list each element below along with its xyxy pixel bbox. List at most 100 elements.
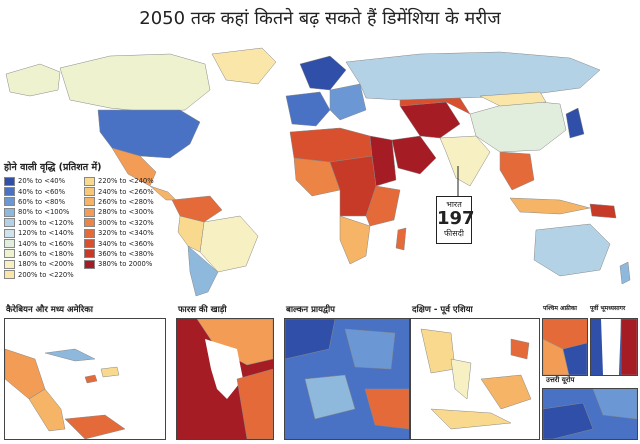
- legend-label: 220% to <240%: [98, 177, 154, 186]
- region-alaska: [5, 63, 61, 97]
- legend-item: 140% to <160%: [4, 238, 80, 249]
- legend-item: 20% to <40%: [4, 176, 80, 186]
- inset-map-north-europe: [542, 388, 638, 440]
- region-madagascar: [395, 227, 407, 251]
- callout-value: 197: [437, 208, 475, 229]
- legend-swatch: [84, 239, 95, 249]
- callout-country: भारत: [446, 200, 462, 209]
- legend-item: 300% to <320%: [84, 218, 160, 228]
- legend-item: 340% to <360%: [84, 238, 160, 249]
- region-argentina-chile: [187, 245, 219, 297]
- region-usa: [97, 109, 201, 159]
- legend: होने वाली वृद्धि (प्रतिशत में) 20% to <4…: [4, 160, 164, 280]
- legend-label: 320% to <340%: [98, 229, 154, 238]
- region-russia: [345, 51, 601, 101]
- region-scandinavia: [299, 55, 347, 91]
- legend-label: 60% to <80%: [18, 197, 66, 206]
- inset-label-caribbean: कैरेबियन और मध्य अमेरिका: [6, 305, 93, 315]
- inset-label-west-africa: पश्चिम अफ्रीका: [543, 305, 577, 312]
- legend-swatch: [4, 176, 15, 186]
- legend-label: 340% to <360%: [98, 239, 154, 248]
- region-central-asia: [399, 97, 471, 115]
- world-map: [0, 40, 640, 298]
- legend-swatch: [84, 197, 95, 207]
- inset-map-caribbean: [4, 318, 166, 440]
- legend-label: 300% to <320%: [98, 218, 154, 227]
- legend-item: 60% to <80%: [4, 197, 80, 207]
- region-china: [469, 99, 567, 153]
- legend-swatch: [84, 176, 95, 186]
- legend-item: 160% to <180%: [4, 249, 80, 259]
- legend-label: 40% to <60%: [18, 187, 66, 196]
- legend-item: 40% to <60%: [4, 186, 80, 197]
- region-eastern-europe: [329, 83, 367, 121]
- region-southern-africa: [339, 215, 371, 265]
- legend-item: 120% to <140%: [4, 228, 80, 238]
- map-title: 2050 तक कहां कितने बढ़ सकते हैं डिमेंशिय…: [139, 8, 501, 29]
- legend-label: 80% to <100%: [18, 208, 70, 217]
- region-colombia-venezuela: [171, 195, 223, 223]
- india-callout: भारत 197 फीसदी: [436, 196, 475, 244]
- legend-label: 120% to <140%: [18, 229, 74, 238]
- legend-column-right: 220% to <240% 240% to <260% 260% to <280% 2…: [84, 176, 160, 280]
- callout-unit: फीसदी: [444, 229, 464, 238]
- inset-map-west-africa: [542, 318, 588, 376]
- inset-map-southeast-asia: [410, 318, 540, 440]
- region-greenland: [211, 47, 277, 85]
- legend-label: 200% to <220%: [18, 270, 74, 279]
- legend-swatch: [84, 207, 95, 217]
- legend-item: 100% to <120%: [4, 218, 80, 228]
- region-egypt-sudan: [369, 135, 397, 187]
- region-east-africa: [365, 185, 401, 227]
- legend-item: 360% to <380%: [84, 249, 160, 259]
- legend-label: 160% to <180%: [18, 249, 74, 258]
- region-mexico: [111, 147, 157, 187]
- legend-label: 140% to <160%: [18, 239, 74, 248]
- legend-swatch: [4, 197, 15, 207]
- legend-swatch: [84, 249, 95, 259]
- inset-map-balkans: [284, 318, 410, 440]
- legend-swatch: [84, 187, 95, 197]
- legend-swatch: [4, 249, 15, 259]
- legend-label: 180% to <200%: [18, 260, 74, 269]
- region-southeast-asia: [499, 151, 535, 191]
- legend-item: 380% to 2000%: [84, 259, 160, 269]
- legend-item: 180% to <200%: [4, 259, 80, 269]
- legend-item: 220% to <240%: [84, 176, 160, 186]
- region-canada: [59, 53, 211, 113]
- legend-swatch: [84, 228, 95, 238]
- region-western-europe: [285, 91, 331, 127]
- legend-swatch: [84, 259, 95, 269]
- legend-item: 260% to <280%: [84, 197, 160, 207]
- legend-label: 100% to <120%: [18, 218, 74, 227]
- region-north-africa: [289, 127, 373, 163]
- inset-label-north-europe: उत्तरी यूरोप: [546, 376, 575, 384]
- legend-swatch: [4, 187, 15, 197]
- inset-map-east-med: [590, 318, 638, 376]
- region-papua: [589, 203, 617, 219]
- legend-swatch: [4, 207, 15, 217]
- region-australia: [533, 223, 611, 277]
- legend-title: होने वाली वृद्धि (प्रतिशत में): [4, 162, 102, 173]
- inset-map-persian-gulf: [176, 318, 274, 440]
- region-west-africa: [293, 157, 341, 197]
- legend-item: 280% to <300%: [84, 207, 160, 217]
- region-mongolia: [479, 91, 547, 107]
- region-indonesia: [509, 197, 591, 215]
- legend-item: 200% to <220%: [4, 270, 80, 280]
- legend-swatch: [84, 218, 95, 228]
- legend-label: 380% to 2000%: [98, 260, 153, 269]
- region-india: [439, 135, 491, 187]
- region-arabia: [391, 135, 437, 175]
- legend-label: 360% to <380%: [98, 249, 154, 258]
- legend-item: 320% to <340%: [84, 228, 160, 238]
- legend-swatch: [4, 259, 15, 269]
- legend-label: 260% to <280%: [98, 197, 154, 206]
- legend-swatch: [4, 228, 15, 238]
- legend-item: 240% to <260%: [84, 186, 160, 197]
- legend-column-left: 20% to <40% 40% to <60% 60% to <80% 80% to …: [4, 176, 80, 280]
- region-new-zealand: [619, 261, 631, 285]
- legend-swatch: [4, 218, 15, 228]
- legend-item: 80% to <100%: [4, 207, 80, 217]
- inset-label-east-med: पूर्वी भूमध्यसागर: [590, 305, 626, 312]
